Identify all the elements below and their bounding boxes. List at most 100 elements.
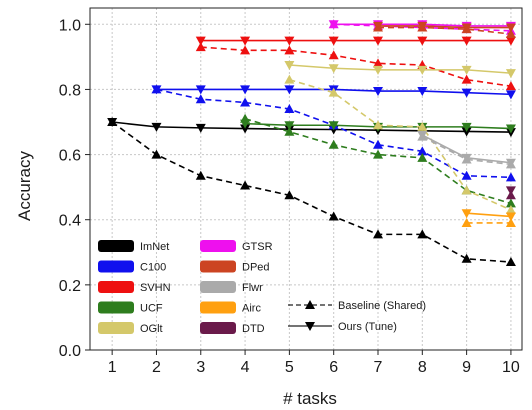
data-point-airc-ours <box>505 212 516 222</box>
data-point-ucf-baseline <box>373 149 383 159</box>
y-tick-label: 0.4 <box>59 213 81 230</box>
series-svhn-baseline <box>195 42 516 91</box>
data-point-c100-baseline <box>195 94 206 104</box>
data-point-svhn-ours <box>417 36 428 46</box>
legend-label: DTD <box>242 323 265 335</box>
series-flwr-baseline <box>417 131 516 169</box>
series-oglt-baseline <box>284 74 516 214</box>
data-point-imnet-ours <box>240 124 251 134</box>
legend-swatch <box>98 322 134 334</box>
data-point-oglt-baseline <box>505 204 516 214</box>
legend-label: OGlt <box>140 323 163 335</box>
data-point-oglt-baseline <box>284 74 295 84</box>
legend-label: ImNet <box>140 241 169 253</box>
data-point-imnet-baseline <box>107 117 118 126</box>
data-point-gtsr-baseline <box>328 19 339 29</box>
series-line-imnet-baseline <box>111 121 511 263</box>
data-point-c100-baseline <box>373 139 383 149</box>
legend-swatch <box>200 301 236 314</box>
data-point-c100-baseline <box>151 84 162 94</box>
data-point-dped-baseline <box>417 22 428 32</box>
legend-marker-sample <box>305 322 315 331</box>
data-point-svhn-baseline <box>505 81 516 91</box>
data-point-c100-ours <box>417 87 428 97</box>
data-point-svhn-baseline <box>328 50 339 60</box>
data-point-oglt-baseline <box>461 185 472 195</box>
y-tick-label: 0.2 <box>59 278 81 295</box>
data-point-ucf-baseline <box>284 126 295 136</box>
series-line-airc-ours <box>466 212 511 218</box>
data-point-c100-ours <box>461 88 472 98</box>
legend-marker-sample <box>305 300 315 309</box>
data-point-svhn-baseline <box>373 58 383 68</box>
data-point-imnet-baseline <box>505 257 516 267</box>
data-point-oglt-ours <box>505 69 516 79</box>
x-tick-label: 5 <box>285 359 294 376</box>
data-point-flwr-baseline <box>505 159 516 169</box>
series-airc-baseline <box>461 217 516 227</box>
data-point-imnet-ours <box>195 123 206 133</box>
data-point-imnet-baseline <box>461 253 472 263</box>
data-point-ucf-baseline <box>417 152 428 162</box>
x-tick-label: 4 <box>241 359 250 376</box>
data-point-imnet-baseline <box>417 229 428 239</box>
series-ucf-baseline <box>240 113 516 208</box>
data-point-dtd-baseline <box>505 190 516 200</box>
legend-item-ucf: UCF <box>98 301 163 315</box>
x-tick-label: 2 <box>152 359 161 376</box>
data-point-svhn-ours <box>461 36 472 46</box>
legend-style-ours: Ours (Tune) <box>288 321 397 333</box>
data-point-oglt-baseline <box>417 121 428 131</box>
legend-label: C100 <box>140 262 166 274</box>
data-point-oglt-ours <box>328 64 339 74</box>
legend-swatch <box>200 281 236 293</box>
legend-swatch <box>200 240 236 252</box>
data-point-c100-baseline <box>461 170 472 180</box>
data-point-oglt-ours <box>417 65 428 75</box>
legend: ImNet C100 SVHN UCF OGlt GTSR DPed Flwr Airc DTD B… <box>98 240 426 335</box>
y-tick-label: 0.8 <box>59 82 81 99</box>
x-tick-label: 3 <box>196 359 205 376</box>
legend-item-gtsr: GTSR <box>200 240 273 253</box>
data-point-dped-baseline <box>505 29 516 39</box>
legend-item-oglt: OGlt <box>98 322 163 335</box>
legend-item-dped: DPed <box>200 260 270 274</box>
series-line-dped-baseline <box>378 26 512 35</box>
data-point-ucf-ours <box>284 121 295 131</box>
data-point-ucf-ours <box>505 124 516 134</box>
y-tick-label: 1.0 <box>59 17 81 34</box>
data-point-oglt-baseline <box>328 87 339 97</box>
legend-label: Airc <box>242 303 261 315</box>
data-point-svhn-ours <box>373 36 383 46</box>
legend-item-dtd: DTD <box>200 322 265 335</box>
plot-series <box>107 19 516 267</box>
y-tick-label: 0.6 <box>59 148 81 165</box>
data-point-svhn-baseline <box>195 42 206 52</box>
legend-swatch <box>200 322 236 334</box>
legend-label: GTSR <box>242 241 273 253</box>
legend-swatch <box>200 260 236 273</box>
x-tick-label: 8 <box>418 359 427 376</box>
legend-label: Flwr <box>242 282 263 294</box>
legend-label: DPed <box>242 262 270 274</box>
data-point-dped-baseline <box>373 22 383 32</box>
data-point-dped-ours <box>505 23 516 33</box>
data-point-imnet-ours <box>461 127 472 137</box>
data-point-imnet-baseline <box>151 149 162 159</box>
legend-label: SVHN <box>140 282 171 294</box>
series-line-svhn-baseline <box>200 46 512 87</box>
series-dped-baseline <box>373 22 516 39</box>
plot-frame <box>89 7 523 351</box>
data-point-svhn-ours <box>195 36 206 46</box>
data-point-svhn-baseline <box>461 74 472 84</box>
data-point-svhn-ours <box>284 36 295 46</box>
data-point-ucf-ours <box>328 121 339 131</box>
data-point-flwr-baseline <box>417 131 428 141</box>
data-point-imnet-baseline <box>373 229 383 239</box>
data-point-svhn-baseline <box>240 45 251 55</box>
x-tick-label: 1 <box>108 359 117 376</box>
data-point-svhn-baseline <box>284 45 295 55</box>
x-tick-label: 9 <box>462 359 471 376</box>
data-point-svhn-ours <box>240 36 251 46</box>
data-point-imnet-baseline <box>195 170 206 180</box>
